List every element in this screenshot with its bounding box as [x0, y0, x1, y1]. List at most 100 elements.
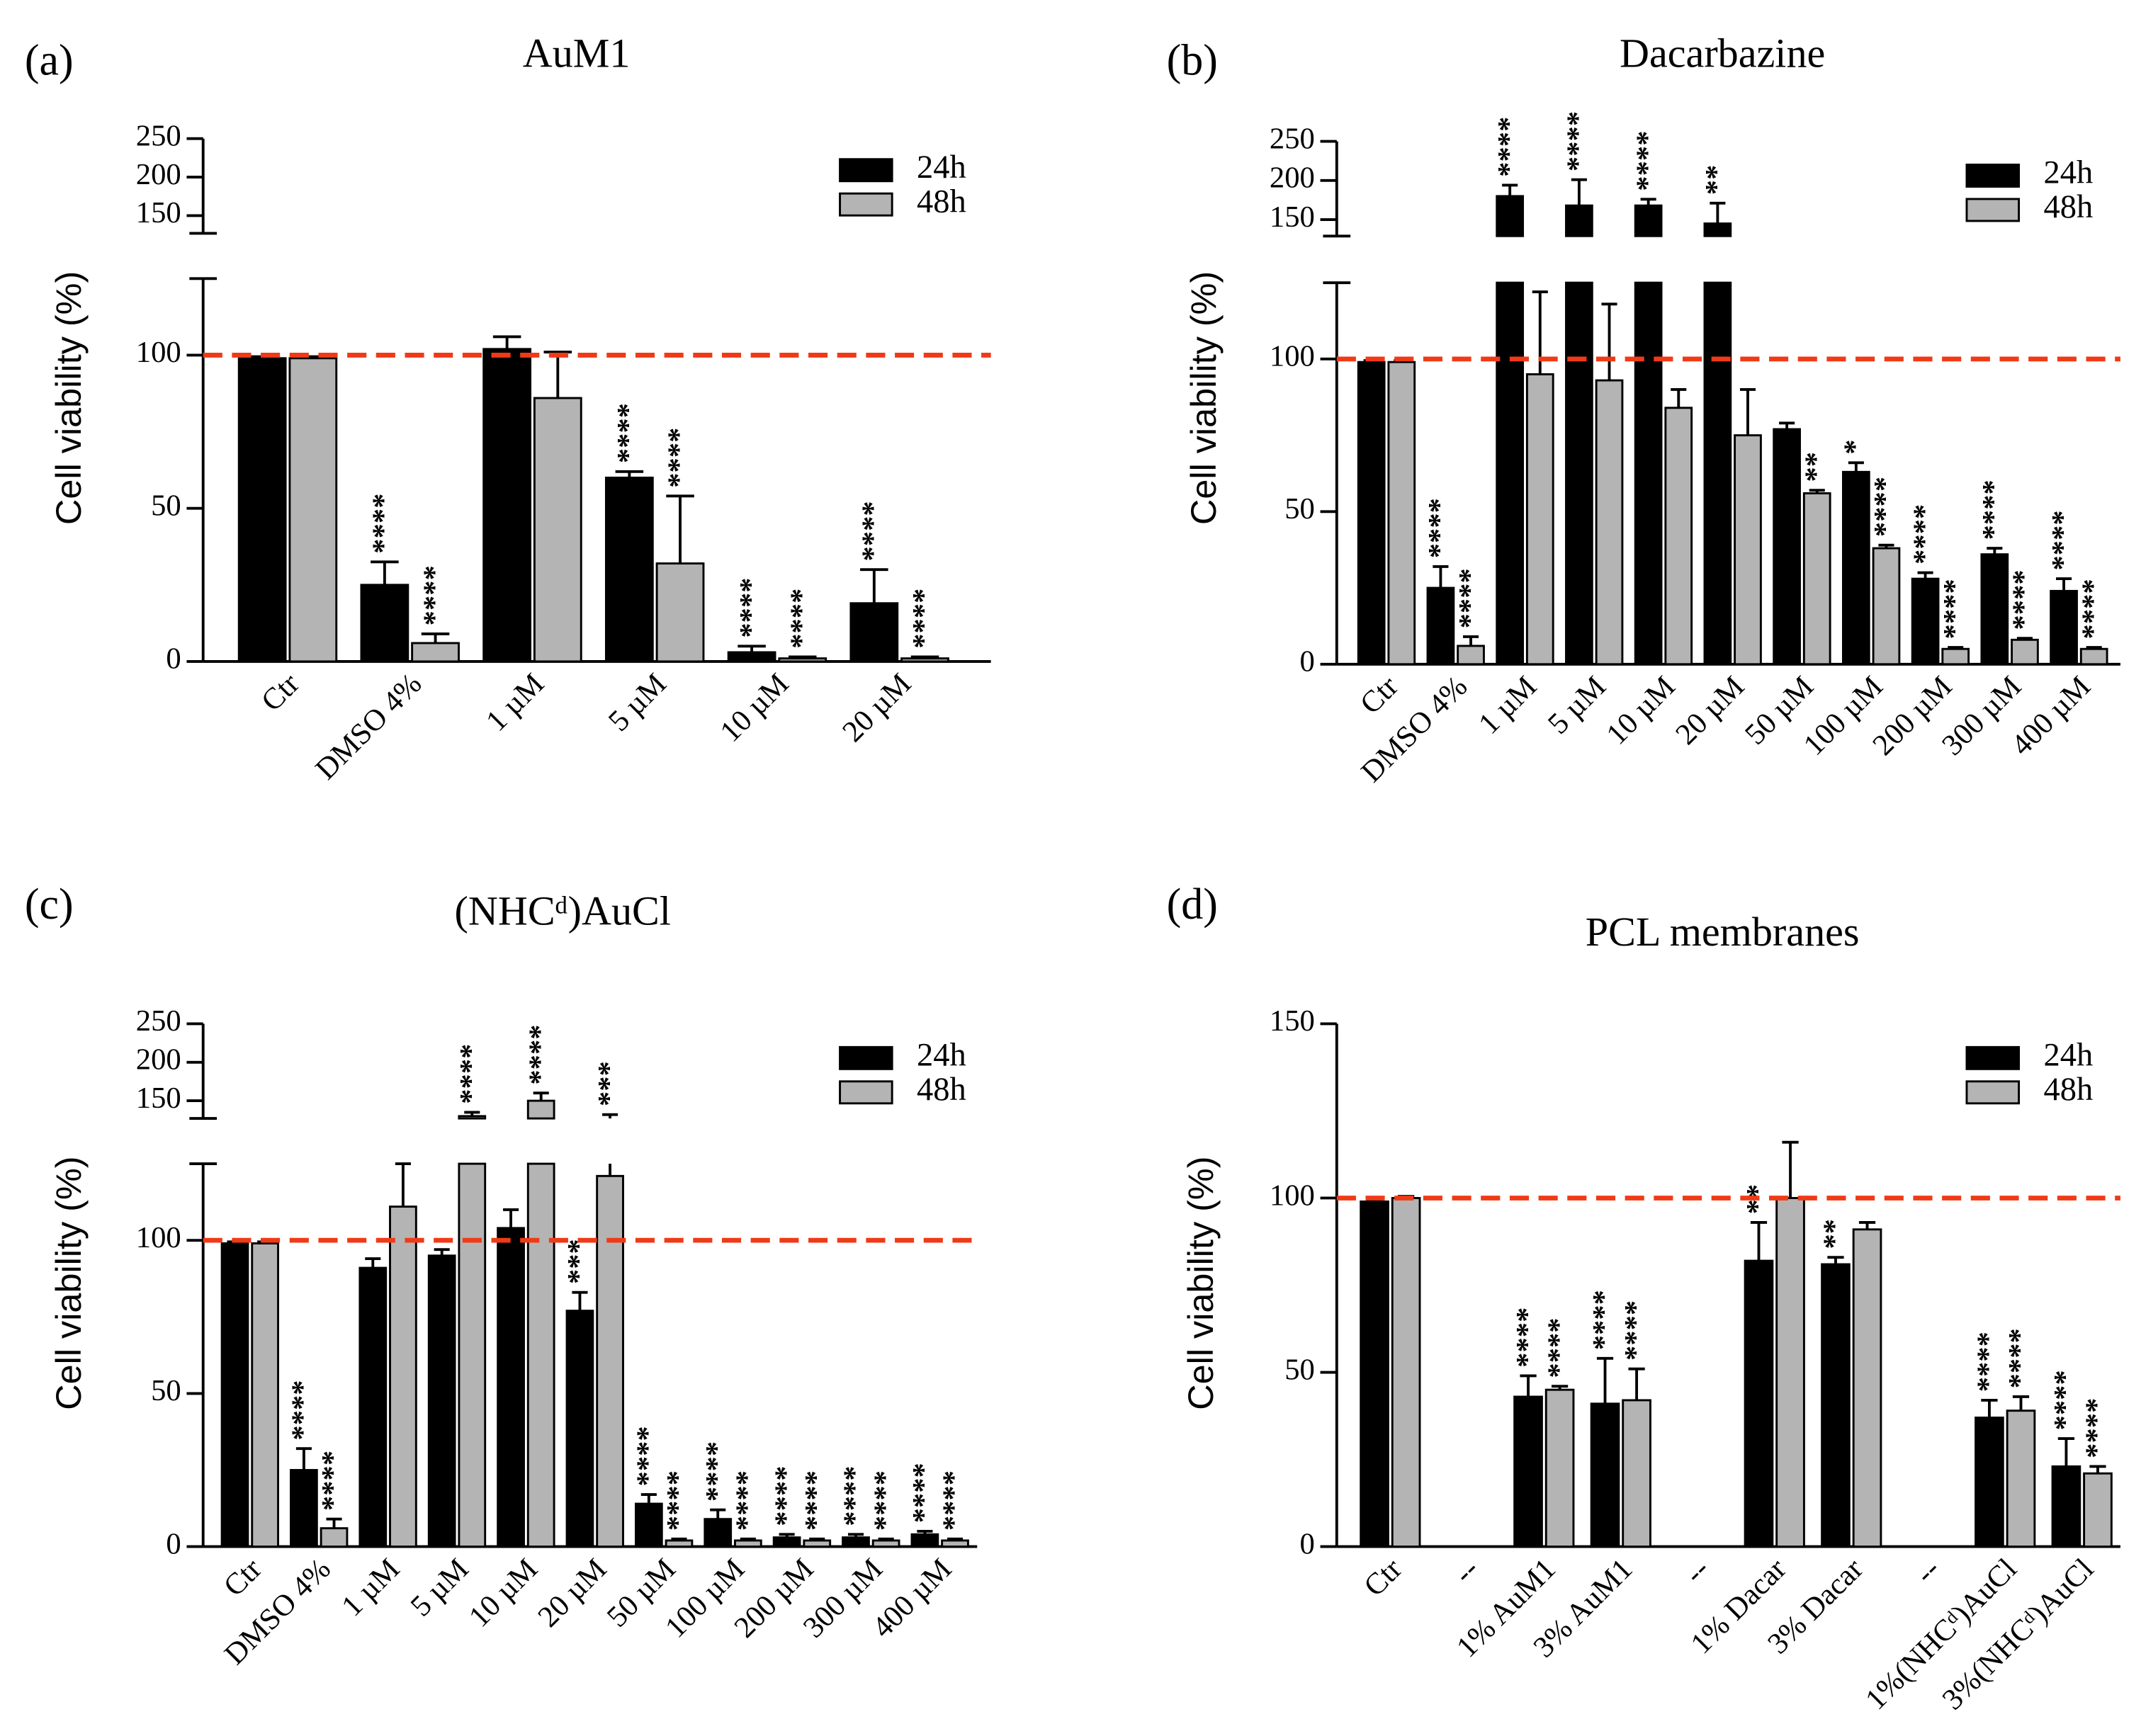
bar — [1911, 577, 1940, 666]
y-tick-label: 0 — [1300, 645, 1315, 679]
bar — [237, 357, 287, 663]
legend-label: 24h — [917, 149, 966, 186]
bar — [427, 1254, 456, 1548]
y-tick-label: 200 — [136, 158, 181, 191]
significance-label: **** — [2003, 1328, 2036, 1388]
bar — [1773, 428, 1801, 666]
significance-label: **** — [734, 577, 767, 637]
bar — [2011, 638, 2039, 666]
significance-label: ** — [1700, 165, 1733, 195]
legend-swatch — [839, 192, 893, 217]
legend-label: 48h — [2043, 1072, 2093, 1108]
x-tick-label: 20 µM — [836, 667, 917, 749]
y-tick-label: 150 — [1270, 1004, 1315, 1038]
bar — [1513, 1395, 1543, 1548]
significance-label: **** — [611, 403, 645, 463]
significance-label: **** — [316, 1451, 349, 1511]
legend-label: 48h — [2043, 189, 2093, 225]
y-axis-label: Cell viability (%) — [1183, 271, 1224, 525]
significance-label: **** — [907, 1463, 940, 1523]
significance-label: **** — [631, 1426, 665, 1486]
significance-label: ** — [1818, 1219, 1851, 1249]
bar — [1821, 1263, 1851, 1548]
x-tick-label: 10 µM — [1600, 670, 1682, 751]
x-tick-label: -- — [1447, 1552, 1485, 1589]
bar — [360, 584, 409, 663]
bar — [665, 1539, 694, 1548]
significance-label: **** — [286, 1380, 320, 1440]
x-tick-label: 20 µM — [531, 1552, 613, 1633]
bar — [1457, 645, 1485, 666]
bar — [251, 1242, 279, 1548]
panel-label: (d) — [1167, 880, 1218, 929]
significance-label: **** — [838, 1465, 871, 1526]
significance-label: **** — [523, 1024, 556, 1084]
legend-label: 24h — [2043, 155, 2093, 191]
y-tick-label: 200 — [136, 1043, 181, 1077]
significance-label: **** — [417, 565, 451, 625]
y-axis-label: Cell viability (%) — [48, 271, 89, 525]
significance-label: ** — [1799, 452, 1832, 482]
significance-label: **** — [662, 428, 696, 488]
y-axis-label: Cell viability (%) — [1180, 1157, 1221, 1410]
bar — [497, 1227, 525, 1548]
significance-label: **** — [1492, 117, 1525, 177]
significance-label: *** — [592, 1061, 626, 1106]
significance-label: * — [1838, 439, 1872, 454]
significance-label: *** — [562, 1239, 595, 1284]
x-tick-label: 5 µM — [602, 667, 673, 738]
bar — [565, 1310, 594, 1548]
bar — [900, 657, 949, 663]
significance-label: **** — [868, 1470, 901, 1531]
significance-label: **** — [1619, 1300, 1652, 1361]
bar — [1802, 492, 1831, 666]
bar — [772, 1536, 801, 1548]
x-tick-label: -- — [1909, 1552, 1946, 1589]
bar — [849, 602, 899, 663]
chart-title: Dacarbazine — [1620, 30, 1825, 76]
significance-label: **** — [1972, 1332, 2005, 1392]
legend-swatch — [839, 158, 893, 183]
legend-swatch — [1965, 1080, 2021, 1105]
significance-label: **** — [1542, 1317, 1575, 1378]
bar — [941, 1539, 969, 1548]
bar — [1664, 407, 1693, 666]
bar — [389, 1205, 417, 1548]
bar — [1391, 1197, 1421, 1548]
bar — [1357, 361, 1386, 666]
bar — [1525, 373, 1554, 666]
bar — [655, 562, 705, 663]
y-tick-label: 0 — [1300, 1527, 1315, 1560]
bar — [1852, 1228, 1882, 1548]
bar — [1744, 1259, 1774, 1548]
significance-label: **** — [2007, 569, 2040, 630]
bar — [1544, 1388, 1575, 1548]
significance-label: **** — [700, 1441, 733, 1502]
y-tick-label: 100 — [136, 1221, 181, 1254]
significance-label: **** — [454, 1044, 487, 1104]
bar — [727, 651, 776, 663]
legend-label: 24h — [917, 1038, 966, 1074]
bar — [1775, 1197, 1805, 1548]
panel-label: (c) — [25, 880, 74, 929]
significance-label: **** — [1587, 1290, 1620, 1350]
significance-label: **** — [2076, 579, 2109, 639]
significance-label: **** — [784, 589, 818, 649]
bar — [604, 476, 654, 663]
y-tick-label: 50 — [1284, 1353, 1315, 1386]
bar — [526, 1162, 555, 1548]
y-tick-label: 50 — [151, 1374, 181, 1407]
bar — [2083, 1472, 2113, 1548]
bar — [1496, 281, 1525, 666]
bar — [1703, 281, 1732, 666]
bar — [458, 1162, 487, 1548]
x-tick-label: DMSO 4% — [309, 667, 428, 786]
significance-label: **** — [1453, 568, 1486, 628]
bar — [910, 1533, 939, 1548]
x-tick-label: 1 µM — [1472, 670, 1543, 741]
bar — [1842, 470, 1870, 666]
legend-label: 24h — [2043, 1038, 2093, 1074]
legend-swatch — [1965, 198, 2021, 222]
